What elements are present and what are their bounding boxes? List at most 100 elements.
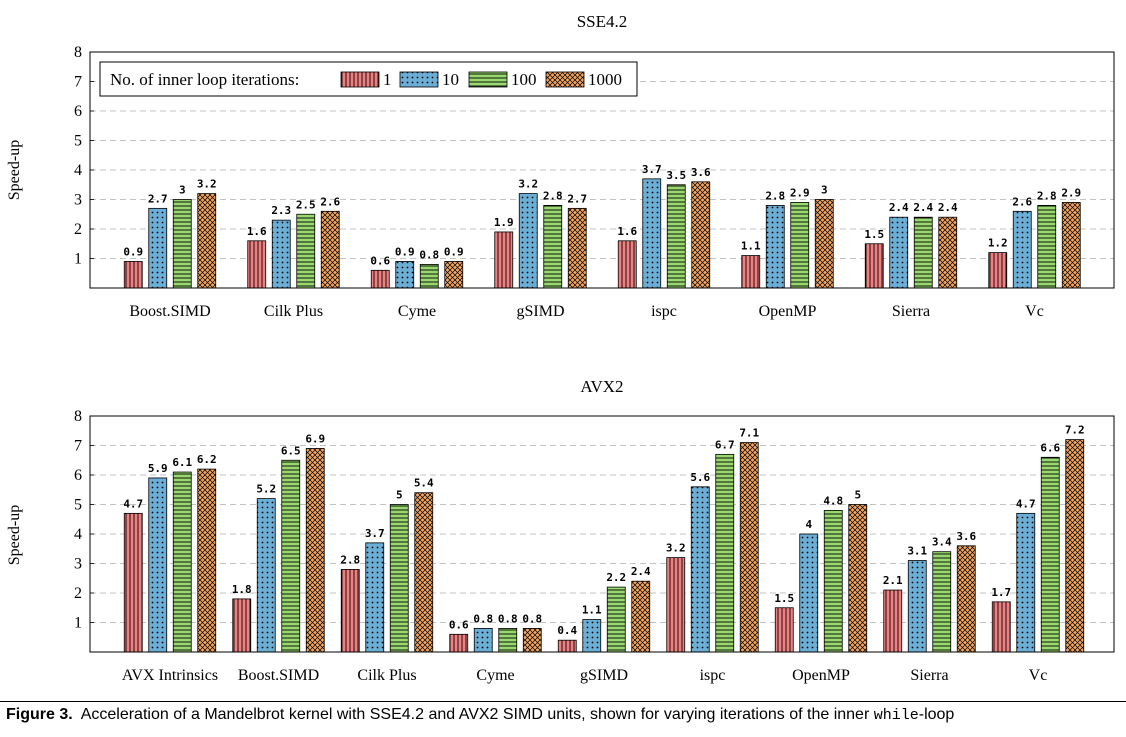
bar-1 <box>666 557 686 653</box>
bar-100 <box>419 263 439 289</box>
data-label: 4.7 <box>123 497 143 510</box>
y-tick-label: 6 <box>74 467 82 484</box>
data-label: 0.6 <box>449 618 469 631</box>
legend: No. of inner loop iterations: 1 10 100 1… <box>99 61 638 97</box>
y-tick-label: 3 <box>74 556 82 573</box>
data-label: 2.1 <box>883 574 903 587</box>
bar-1000 <box>1065 439 1085 653</box>
data-label: 2.8 <box>1037 189 1057 202</box>
y-tick-label: 5 <box>74 497 82 514</box>
bar-1 <box>449 633 469 653</box>
y-tick-label: 7 <box>74 74 82 91</box>
data-label: 2.9 <box>790 186 810 199</box>
bar-1000 <box>320 210 340 289</box>
plot-frame <box>89 415 1115 653</box>
data-label: 3.2 <box>197 178 217 191</box>
bar-1000 <box>938 216 958 289</box>
bar-1000 <box>444 261 464 289</box>
bar-1000 <box>522 628 542 653</box>
y-tick-label: 4 <box>74 162 82 179</box>
bar-100 <box>172 199 192 289</box>
bar-1 <box>617 240 637 289</box>
caption-text: Acceleration of a Mandelbrot kernel with… <box>80 706 870 723</box>
data-label: 3.5 <box>666 169 686 182</box>
y-tick-label: 4 <box>74 526 82 543</box>
bar-10 <box>395 261 415 289</box>
data-label: 2.5 <box>296 198 316 211</box>
legend-swatch-1 <box>340 71 380 88</box>
data-label: 5 <box>854 489 861 502</box>
data-label: 0.4 <box>557 624 577 637</box>
data-label: 0.8 <box>498 612 518 625</box>
x-tick-labels: Boost.SIMD Cilk Plus Cyme gSIMD ispc OpenMP Si… <box>129 303 1044 320</box>
data-label: 6.7 <box>715 438 735 451</box>
bar-100 <box>666 184 686 289</box>
x-tick-label: Vc <box>1029 667 1048 684</box>
data-label: 2.4 <box>631 565 651 578</box>
bar-10 <box>365 542 385 653</box>
bar-1000 <box>848 504 868 653</box>
bar-1000 <box>197 468 217 653</box>
data-label: 7.2 <box>1065 424 1085 437</box>
data-label: 1.1 <box>582 604 602 617</box>
legend-entry-1000: 1000 <box>588 70 622 89</box>
y-tick-label: 8 <box>74 44 82 61</box>
legend-swatch-10 <box>399 71 439 88</box>
data-label: 2.9 <box>1061 186 1081 199</box>
bar-10 <box>765 204 785 289</box>
y-tick-label: 2 <box>74 585 82 602</box>
bar-1 <box>883 589 903 653</box>
x-tick-label: ispc <box>651 303 677 320</box>
y-tick-label: 1 <box>74 251 82 268</box>
data-label: 1.6 <box>617 225 637 238</box>
bars <box>123 439 1085 653</box>
bar-1 <box>370 269 390 289</box>
data-label: 4.8 <box>823 494 843 507</box>
data-label: 2.8 <box>340 553 360 566</box>
data-label: 3 <box>821 184 828 197</box>
caption-label: Figure 3. <box>6 706 73 723</box>
bar-1 <box>232 598 252 653</box>
legend-entry-1: 1 <box>383 70 392 89</box>
bar-10 <box>148 477 168 653</box>
data-label: 2.2 <box>606 571 626 584</box>
data-label: 0.6 <box>370 254 390 267</box>
y-tick-label: 6 <box>74 103 82 120</box>
bar-1 <box>123 261 143 289</box>
data-label: 3.4 <box>932 536 952 549</box>
bar-10 <box>690 486 710 653</box>
data-label: 3 <box>179 184 186 197</box>
data-label: 6.1 <box>172 456 192 469</box>
bar-1000 <box>691 181 711 289</box>
data-label: 4 <box>805 518 812 531</box>
x-tick-label: OpenMP <box>759 303 817 320</box>
legend-title: No. of inner loop iterations: <box>110 70 299 89</box>
caption-code: while <box>873 707 919 724</box>
y-tick-label: 2 <box>74 221 82 238</box>
bar-10 <box>473 628 493 653</box>
data-label: 0.9 <box>395 245 415 258</box>
data-label: 2.4 <box>938 201 958 214</box>
bar-1 <box>494 231 514 289</box>
bar-10 <box>1012 210 1032 289</box>
data-labels: 4.7 5.9 6.1 6.2 1.8 5.2 6.5 6.9 2.8 3.7 5 5.4 0.6 0.8… <box>123 424 1084 638</box>
y-axis-label: Speed-up <box>6 505 23 565</box>
bar-1 <box>741 255 761 289</box>
data-label: 7.1 <box>739 427 759 440</box>
data-label: 1.6 <box>247 225 267 238</box>
y-tick-label: 8 <box>74 408 82 425</box>
data-label: 6.2 <box>197 453 217 466</box>
x-tick-label: gSIMD <box>580 667 628 684</box>
bar-100 <box>389 504 409 653</box>
data-label: 5.2 <box>256 483 276 496</box>
figure-caption: Figure 3. Acceleration of a Mandelbrot k… <box>6 706 1120 724</box>
y-tick-label: 7 <box>74 438 82 455</box>
bar-10 <box>256 498 276 653</box>
data-label: 1.1 <box>741 240 761 253</box>
bar-100 <box>281 459 301 653</box>
bar-10 <box>582 619 602 653</box>
bar-100 <box>913 216 933 289</box>
y-tick-label: 3 <box>74 192 82 209</box>
bar-1000 <box>567 207 587 289</box>
legend-swatch-1000 <box>545 71 585 88</box>
